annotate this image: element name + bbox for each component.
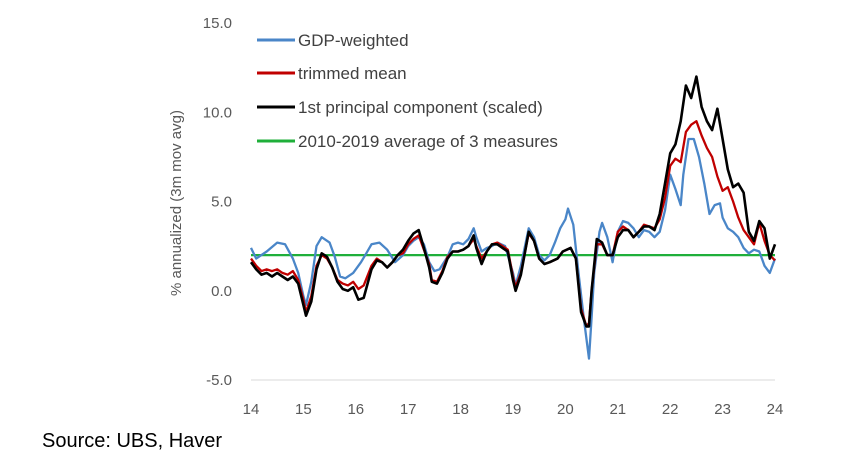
y-tick-label: 5.0 <box>211 194 232 211</box>
x-tick-label: 16 <box>347 401 364 418</box>
legend-item-trimmed-mean: trimmed mean <box>257 64 407 83</box>
x-tick-label: 17 <box>400 401 417 418</box>
x-tick-label: 22 <box>662 401 679 418</box>
legend-item-gdp-weighted: GDP-weighted <box>257 31 409 50</box>
legend-label-gdp-weighted: GDP-weighted <box>298 31 409 50</box>
y-axis-ticks: -5.0 0.0 5.0 10.0 15.0 <box>203 15 232 389</box>
x-axis-ticks: 14 15 16 17 18 19 20 21 22 23 24 <box>243 401 784 418</box>
x-tick-label: 23 <box>714 401 731 418</box>
legend-label-principal-component: 1st principal component (scaled) <box>298 98 543 117</box>
x-tick-label: 15 <box>295 401 312 418</box>
y-axis-title: % annualized (3m mov avg) <box>168 110 185 296</box>
x-tick-label: 19 <box>505 401 522 418</box>
series-layer <box>249 75 777 360</box>
y-tick-label: 15.0 <box>203 15 232 32</box>
x-tick-label: 18 <box>452 401 469 418</box>
source-note: Source: UBS, Haver <box>42 430 223 452</box>
y-tick-label: -5.0 <box>206 372 232 389</box>
y-tick-label: 10.0 <box>203 104 232 121</box>
legend-item-average: 2010-2019 average of 3 measures <box>257 132 558 151</box>
legend-label-average: 2010-2019 average of 3 measures <box>298 132 558 151</box>
legend-item-principal-component: 1st principal component (scaled) <box>257 98 543 117</box>
x-tick-label: 20 <box>557 401 574 418</box>
line-chart: -5.0 0.0 5.0 10.0 15.0 14 15 16 17 18 19 20 21 22 23 2… <box>168 15 784 418</box>
legend: GDP-weighted trimmed mean 1st principal … <box>257 31 558 151</box>
x-tick-label: 24 <box>767 401 784 418</box>
y-tick-label: 0.0 <box>211 283 232 300</box>
x-tick-label: 21 <box>609 401 626 418</box>
legend-label-trimmed-mean: trimmed mean <box>298 64 407 83</box>
series-line-1st-principal-component-scaled <box>249 75 777 328</box>
series-line-gdp-weighted <box>249 137 777 360</box>
x-tick-label: 14 <box>243 401 260 418</box>
